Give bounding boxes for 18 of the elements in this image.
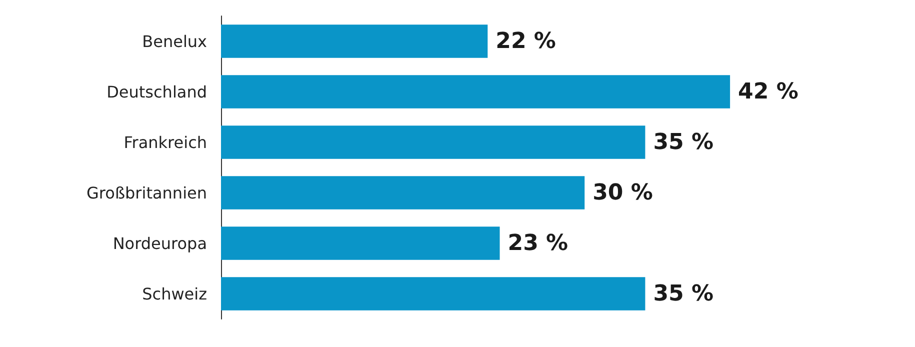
bar bbox=[221, 226, 500, 260]
data-label: 35 % bbox=[653, 281, 714, 306]
data-label: 22 % bbox=[496, 28, 556, 54]
y-tick-label: Frankreich bbox=[124, 132, 207, 152]
y-tick-label: Nordeuropa bbox=[112, 234, 207, 253]
data-label: 30 % bbox=[592, 180, 653, 206]
bar bbox=[221, 176, 585, 210]
bar bbox=[221, 126, 646, 159]
bar bbox=[221, 277, 646, 310]
y-tick-label: Deutschland bbox=[106, 82, 207, 102]
data-label: 42 % bbox=[738, 79, 798, 104]
bar bbox=[221, 75, 730, 108]
bar bbox=[221, 24, 488, 58]
y-tick-label: Schweiz bbox=[142, 284, 207, 304]
y-tick-label: Großbritannien bbox=[86, 183, 207, 202]
y-tick-label: Benelux bbox=[142, 32, 207, 51]
data-label: 23 % bbox=[508, 230, 568, 256]
data-label: 35 % bbox=[653, 130, 714, 155]
